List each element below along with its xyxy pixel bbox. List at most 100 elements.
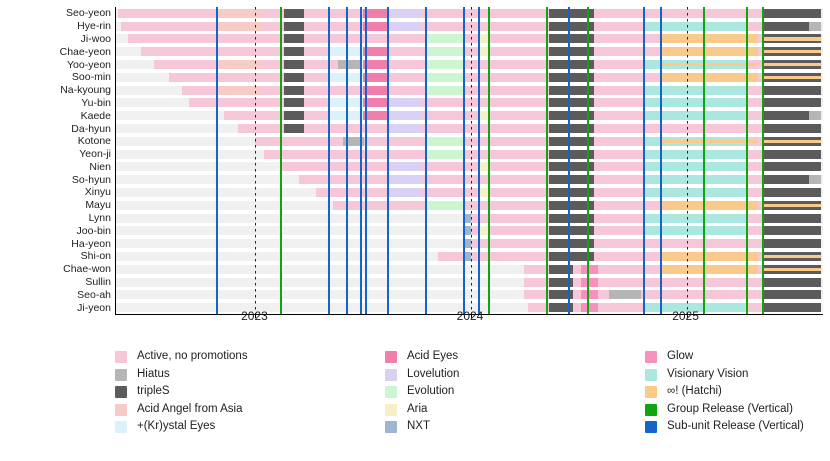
timeline-segment-active (261, 60, 284, 70)
timeline-segment-active (594, 162, 645, 172)
legend-label: tripleS (137, 385, 170, 397)
subunit-release-line (643, 7, 646, 314)
timeline-segment-triples (549, 162, 595, 172)
timeline-segment-active (263, 149, 426, 159)
timeline-overlay-hatchi (764, 254, 822, 259)
timeline-row (116, 162, 823, 172)
timeline-segment-active (422, 111, 479, 121)
legend-label: Hiatus (137, 367, 170, 380)
timeline-segment-active (303, 72, 329, 82)
year-gridline (471, 7, 472, 314)
timeline-segment-active (747, 111, 765, 121)
timeline-segment-triples (283, 124, 304, 134)
timeline-segment-triples (549, 239, 595, 249)
timeline-segment-active (572, 264, 581, 274)
timeline-segment-triples (549, 72, 595, 82)
timeline-segment-active (597, 277, 765, 287)
member-label: Xinyu (84, 186, 111, 199)
timeline-segment-active (747, 213, 765, 223)
timeline-segment-active (120, 21, 218, 31)
timeline-segment-active (594, 85, 645, 95)
timeline-segment-active (261, 8, 284, 18)
timeline-segment-active (422, 187, 479, 197)
timeline-segment-vv (644, 213, 748, 223)
subunit-release-line (462, 7, 465, 314)
timeline-segment-triples (549, 47, 595, 57)
timeline-segment-active (422, 21, 550, 31)
subunit-release-line (327, 7, 330, 314)
legend-label: Visionary Vision (667, 367, 749, 380)
timeline-overlay-hatchi (661, 139, 759, 143)
timeline-segment-hatchi (661, 72, 759, 82)
timeline-segment-active (422, 8, 550, 18)
timeline-segment-active (463, 200, 550, 210)
subunit-release-line (365, 7, 368, 314)
timeline-segment-nxt (463, 213, 471, 223)
timeline-segment-active (303, 111, 329, 121)
timeline-segment-active (747, 187, 765, 197)
timeline-segment-active (747, 226, 765, 236)
timeline-segment-aria (478, 34, 489, 44)
timeline-segment-triples (549, 303, 573, 313)
member-label: Joo-bin (76, 224, 111, 237)
timeline-segment-acid_eyes (363, 47, 389, 57)
axis-tick (255, 314, 257, 318)
timeline-row (116, 264, 823, 274)
timeline-segment-active (594, 226, 645, 236)
timeline-segment-lovelution (388, 21, 423, 31)
timeline-segment-active (758, 251, 765, 261)
member-label: Yu-bin (81, 96, 111, 109)
timeline-segment-triples (549, 200, 595, 210)
timeline-segment-triples (283, 98, 304, 108)
timeline-segment-active (758, 34, 765, 44)
timeline-segment-triples (764, 277, 822, 287)
timeline-segment-active (594, 98, 645, 108)
timeline-segment-active (261, 21, 284, 31)
timeline-segment-triples (283, 47, 304, 57)
timeline-segment-active (747, 175, 765, 185)
year-tick-label: 2023 (241, 309, 268, 323)
timeline-segment-aria (478, 47, 489, 57)
timeline-row (116, 72, 823, 82)
legend-swatch-aaa (115, 403, 127, 416)
timeline-row (116, 136, 823, 146)
timeline-segment-active (594, 60, 645, 70)
timeline-segment-active (299, 175, 389, 185)
timeline-segment-triples (549, 136, 595, 146)
timeline-segment-aria (478, 162, 489, 172)
timeline-row (116, 187, 823, 197)
timeline-segment-vv (644, 149, 748, 159)
timeline-segment-active (438, 251, 464, 261)
timeline-segment-triples (283, 21, 304, 31)
row-track (116, 277, 823, 287)
member-label: Hye-rin (77, 20, 111, 33)
timeline-segment-triples (549, 98, 595, 108)
timeline-segment-triples (549, 8, 595, 18)
timeline-row (116, 85, 823, 95)
timeline-segment-hatchi (661, 251, 759, 261)
timeline-segment-vv (644, 21, 748, 31)
timeline-segment-active (594, 213, 645, 223)
timeline-segment-active (594, 21, 645, 31)
subunit-release-line (424, 7, 427, 314)
timeline-overlay-hatchi (764, 50, 822, 54)
timeline-segment-active (488, 34, 550, 44)
group-release-line (487, 7, 490, 314)
timeline-segment-active (594, 136, 645, 146)
timeline-segment-triples (764, 85, 822, 95)
timeline-segment-active (572, 303, 581, 313)
timeline-segment-triples (764, 226, 822, 236)
timeline-segment-active (388, 85, 426, 95)
timeline-segment-active (572, 290, 581, 300)
timeline-overlay-hatchi (764, 37, 822, 41)
legend-label: Group Release (Vertical) (667, 402, 793, 415)
legend-swatch-active (115, 351, 127, 363)
timeline-segment-active (463, 85, 550, 95)
timeline-segment-active (758, 47, 765, 57)
timeline-segment-active (316, 187, 388, 197)
timeline-segment-active (594, 175, 645, 185)
timeline-segment-active (758, 264, 765, 274)
timeline-segment-acid_eyes (363, 111, 389, 121)
timeline-segment-active (181, 85, 218, 95)
